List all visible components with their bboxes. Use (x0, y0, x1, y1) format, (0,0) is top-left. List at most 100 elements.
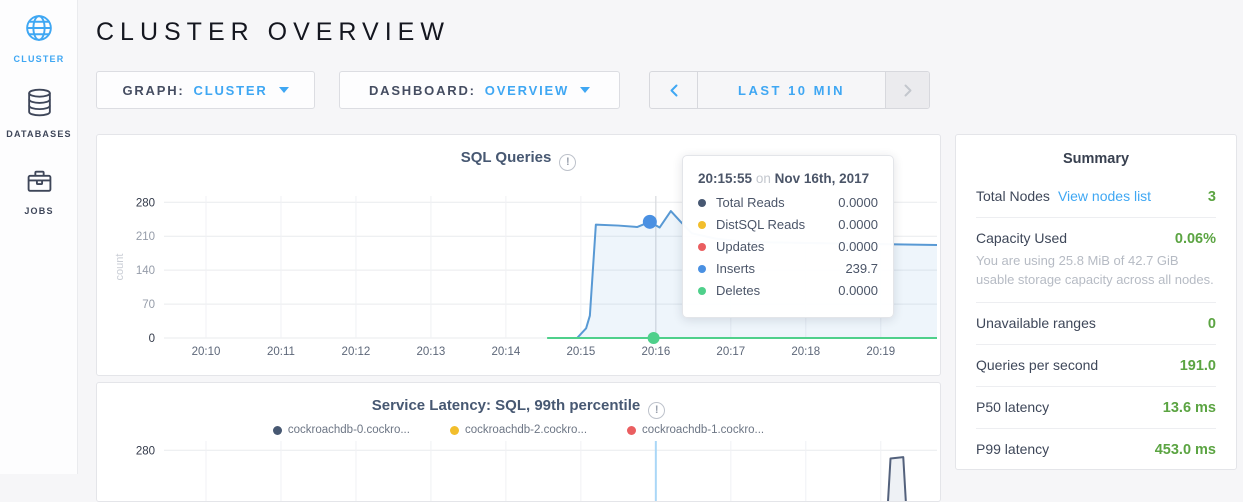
tooltip-series-row: Inserts 239.7 (698, 261, 878, 276)
tooltip-series-value: 0.0000 (838, 239, 878, 254)
time-window-next-button[interactable] (885, 72, 929, 108)
sidebar-item-jobs[interactable]: JOBS (0, 168, 78, 216)
chevron-down-icon (580, 87, 591, 93)
svg-text:0: 0 (149, 333, 155, 345)
time-window-prev-button[interactable] (650, 72, 698, 108)
summary-value: 13.6 ms (1162, 399, 1216, 416)
summary-label: P99 latency (976, 440, 1050, 457)
legend-label: cockroachdb-0.cockro... (287, 424, 410, 436)
graph-dropdown-label: GRAPH: (122, 82, 185, 98)
capacity-note: You are using 25.8 MiB of 42.7 GiB usabl… (976, 253, 1214, 287)
summary-value: 0 (1207, 315, 1216, 332)
svg-text:20:12: 20:12 (342, 346, 371, 358)
summary-row-unavailable-ranges: Unavailable ranges 0 (976, 303, 1216, 345)
tooltip-series-name: Updates (716, 239, 765, 254)
info-icon[interactable]: ! (648, 401, 666, 419)
tooltip-series-name: Total Reads (716, 195, 785, 210)
series-dot-icon (698, 242, 706, 251)
svg-text:20:18: 20:18 (791, 346, 820, 358)
tooltip-series-value: 0.0000 (838, 195, 878, 210)
summary-label: Unavailable ranges (976, 314, 1096, 331)
globe-icon (26, 15, 52, 41)
chart-tooltip-header: 20:15:55 on Nov 16th, 2017 (698, 171, 878, 186)
tooltip-series-row: DistSQL Reads 0.0000 (698, 217, 878, 232)
tooltip-date: Nov 16th, 2017 (774, 171, 870, 186)
tooltip-series-row: Updates 0.0000 (698, 239, 878, 254)
summary-row-capacity-used: Capacity Used 0.06% You are using 25.8 M… (976, 218, 1216, 303)
sidebar-item-label: DATABASES (6, 129, 72, 139)
sidebar-item-label: CLUSTER (13, 54, 65, 64)
graph-dropdown[interactable]: GRAPH: CLUSTER (96, 71, 315, 109)
summary-label: P50 latency (976, 398, 1050, 415)
chart-tooltip: 20:15:55 on Nov 16th, 2017 Total Reads 0.… (682, 155, 894, 318)
svg-text:140: 140 (136, 265, 155, 277)
tooltip-conjunction: on (755, 171, 771, 186)
svg-text:20:16: 20:16 (641, 346, 670, 358)
summary-title: Summary (1062, 151, 1130, 167)
tooltip-series-value: 0.0000 (838, 283, 878, 298)
summary-label: Total Nodes (976, 188, 1050, 204)
tooltip-series-name: DistSQL Reads (716, 217, 806, 232)
svg-text:280: 280 (136, 445, 155, 457)
chart-tooltip-rows: Total Reads 0.0000 DistSQL Reads 0.0000 Upda… (698, 195, 878, 298)
svg-text:20:19: 20:19 (866, 346, 895, 358)
briefcase-icon (27, 170, 51, 192)
summary-value: 3 (1207, 189, 1216, 205)
series-dot-icon (698, 220, 706, 229)
dashboard-dropdown[interactable]: DASHBOARD: OVERVIEW (339, 71, 620, 109)
legend-dot-icon (449, 425, 459, 435)
svg-text:20:17: 20:17 (716, 346, 745, 358)
legend-label: cockroachdb-2.cockro... (464, 424, 588, 436)
sidebar: CLUSTER DATABASES JOBS (0, 0, 78, 474)
database-icon (27, 88, 51, 117)
summary-label: Queries per second (976, 356, 1099, 373)
svg-text:280: 280 (136, 197, 155, 209)
svg-text:70: 70 (142, 299, 155, 311)
legend-label: cockroachdb-1.cockro... (642, 424, 765, 436)
info-icon[interactable]: ! (559, 153, 577, 171)
tooltip-series-value: 239.7 (845, 261, 878, 276)
tooltip-series-name: Inserts (716, 261, 756, 276)
chevron-right-icon (904, 84, 911, 96)
tooltip-series-row: Total Reads 0.0000 (698, 195, 878, 210)
chevron-down-icon (278, 87, 289, 93)
summary-row-total-nodes: Total Nodes View nodes list 3 (976, 176, 1216, 218)
summary-value: 191.0 (1179, 357, 1216, 374)
svg-text:20:10: 20:10 (192, 346, 221, 358)
svg-text:20:11: 20:11 (267, 346, 295, 358)
tooltip-time: 20:15:55 (698, 171, 753, 186)
sql-queries-chart-title-row: SQL Queries! (97, 149, 940, 171)
tooltip-series-row: Deletes 0.0000 (698, 283, 878, 298)
time-window-selector: LAST 10 MIN (649, 71, 930, 109)
svg-text:20:15: 20:15 (566, 346, 595, 358)
summary-value: 453.0 ms (1154, 441, 1216, 458)
tooltip-series-value: 0.0000 (838, 217, 878, 232)
legend-item[interactable]: cockroachdb-1.cockro... (627, 424, 764, 436)
service-latency-chart-title-row: Service Latency: SQL, 99th percentile! (97, 397, 940, 419)
chart-title: SQL Queries (460, 149, 552, 166)
sidebar-item-cluster[interactable]: CLUSTER (0, 14, 78, 64)
summary-label: Capacity Used (976, 230, 1068, 246)
page-title: CLUSTER OVERVIEW (96, 18, 450, 46)
series-dot-icon (698, 198, 706, 207)
legend-dot-icon (272, 425, 282, 435)
legend-item[interactable]: cockroachdb-0.cockro... (272, 424, 410, 436)
series-dot-icon (698, 264, 706, 273)
graph-dropdown-value: CLUSTER (193, 82, 268, 98)
time-window-label[interactable]: LAST 10 MIN (738, 82, 845, 98)
summary-row-p50-latency: P50 latency 13.6 ms (976, 387, 1216, 429)
svg-text:20:14: 20:14 (491, 346, 520, 358)
dashboard-dropdown-value: OVERVIEW (484, 82, 570, 98)
series-dot-icon (698, 286, 706, 295)
legend-item[interactable]: cockroachdb-2.cockro... (449, 424, 588, 436)
svg-text:count: count (114, 254, 126, 281)
chart-title: Service Latency: SQL, 99th percentile (371, 397, 641, 414)
tooltip-series-name: Deletes (716, 283, 761, 298)
dashboard-dropdown-label: DASHBOARD: (368, 82, 476, 98)
view-nodes-list-link[interactable]: View nodes list (1057, 188, 1152, 204)
latency-legend: cockroachdb-0.cockro... cockroachdb-2.coc… (97, 424, 940, 436)
sidebar-item-label: JOBS (24, 206, 54, 216)
sidebar-item-databases[interactable]: DATABASES (0, 88, 78, 139)
service-latency-panel: 280 Service Latency: SQL, 99th percentil… (96, 382, 941, 502)
svg-text:210: 210 (136, 231, 155, 243)
